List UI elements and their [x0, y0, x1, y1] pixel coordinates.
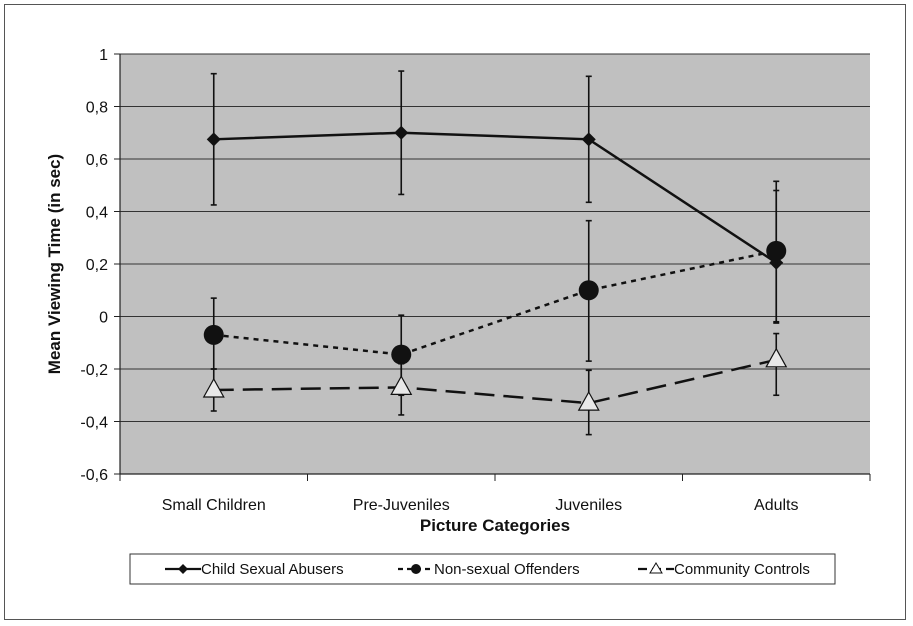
- data-point: [578, 280, 599, 301]
- y-tick-label: 0,4: [86, 205, 108, 222]
- legend-marker: [178, 564, 188, 574]
- legend-box: [129, 553, 836, 585]
- axes: [114, 53, 871, 481]
- gridlines: [120, 53, 870, 422]
- series-group: [202, 70, 788, 436]
- data-point: [394, 125, 409, 140]
- y-tick-label: -0,2: [80, 362, 108, 379]
- legend-label: Non-sexual Offenders: [434, 561, 580, 578]
- series-line: [213, 358, 777, 405]
- y-tick-label: 0,2: [86, 257, 108, 274]
- legend: Child Sexual Abusers Non-sexual Offenders…: [129, 553, 836, 585]
- series-line: [213, 249, 777, 356]
- data-point: [391, 344, 412, 365]
- data-point: [390, 375, 413, 395]
- y-tick-label: -0,6: [80, 467, 108, 484]
- y-tick-label: 0: [99, 310, 108, 327]
- y-tick-labels: 1 0,8 0,6 0,4 0,2 0 -0,2 -0,4 -0,6: [80, 47, 108, 484]
- x-tick-label: Adults: [754, 497, 798, 514]
- data-point: [202, 377, 225, 398]
- data-point: [581, 132, 596, 147]
- y-tick-label: 0,6: [86, 152, 108, 169]
- series-triangle: [202, 332, 788, 436]
- legend-marker: [411, 564, 421, 574]
- x-tick-label: Small Children: [162, 497, 266, 514]
- y-axis-title: Mean Viewing Time (in sec): [45, 154, 64, 374]
- series-line: [213, 131, 777, 264]
- legend-entry: Child Sexual Abusers: [165, 561, 344, 578]
- data-point: [203, 324, 224, 345]
- data-point: [206, 132, 221, 147]
- series-circle: [203, 180, 787, 397]
- legend-entry: Community Controls: [638, 561, 810, 578]
- legend-label: Child Sexual Abusers: [201, 561, 344, 578]
- x-tick-label: Juveniles: [555, 497, 622, 514]
- x-tick-labels: Small Children Pre-Juveniles Juveniles Adul…: [162, 497, 799, 514]
- data-point: [577, 390, 600, 411]
- data-point: [766, 240, 787, 261]
- legend-marker: [649, 562, 663, 574]
- y-tick-label: 0,8: [86, 100, 108, 117]
- y-tick-label: -0,4: [80, 415, 108, 432]
- x-tick-label: Pre-Juveniles: [353, 497, 450, 514]
- y-tick-label: 1: [99, 47, 108, 64]
- data-point: [765, 347, 788, 368]
- legend-label: Community Controls: [674, 561, 810, 578]
- legend-entry: Non-sexual Offenders: [398, 561, 580, 578]
- x-axis-title: Picture Categories: [420, 516, 570, 535]
